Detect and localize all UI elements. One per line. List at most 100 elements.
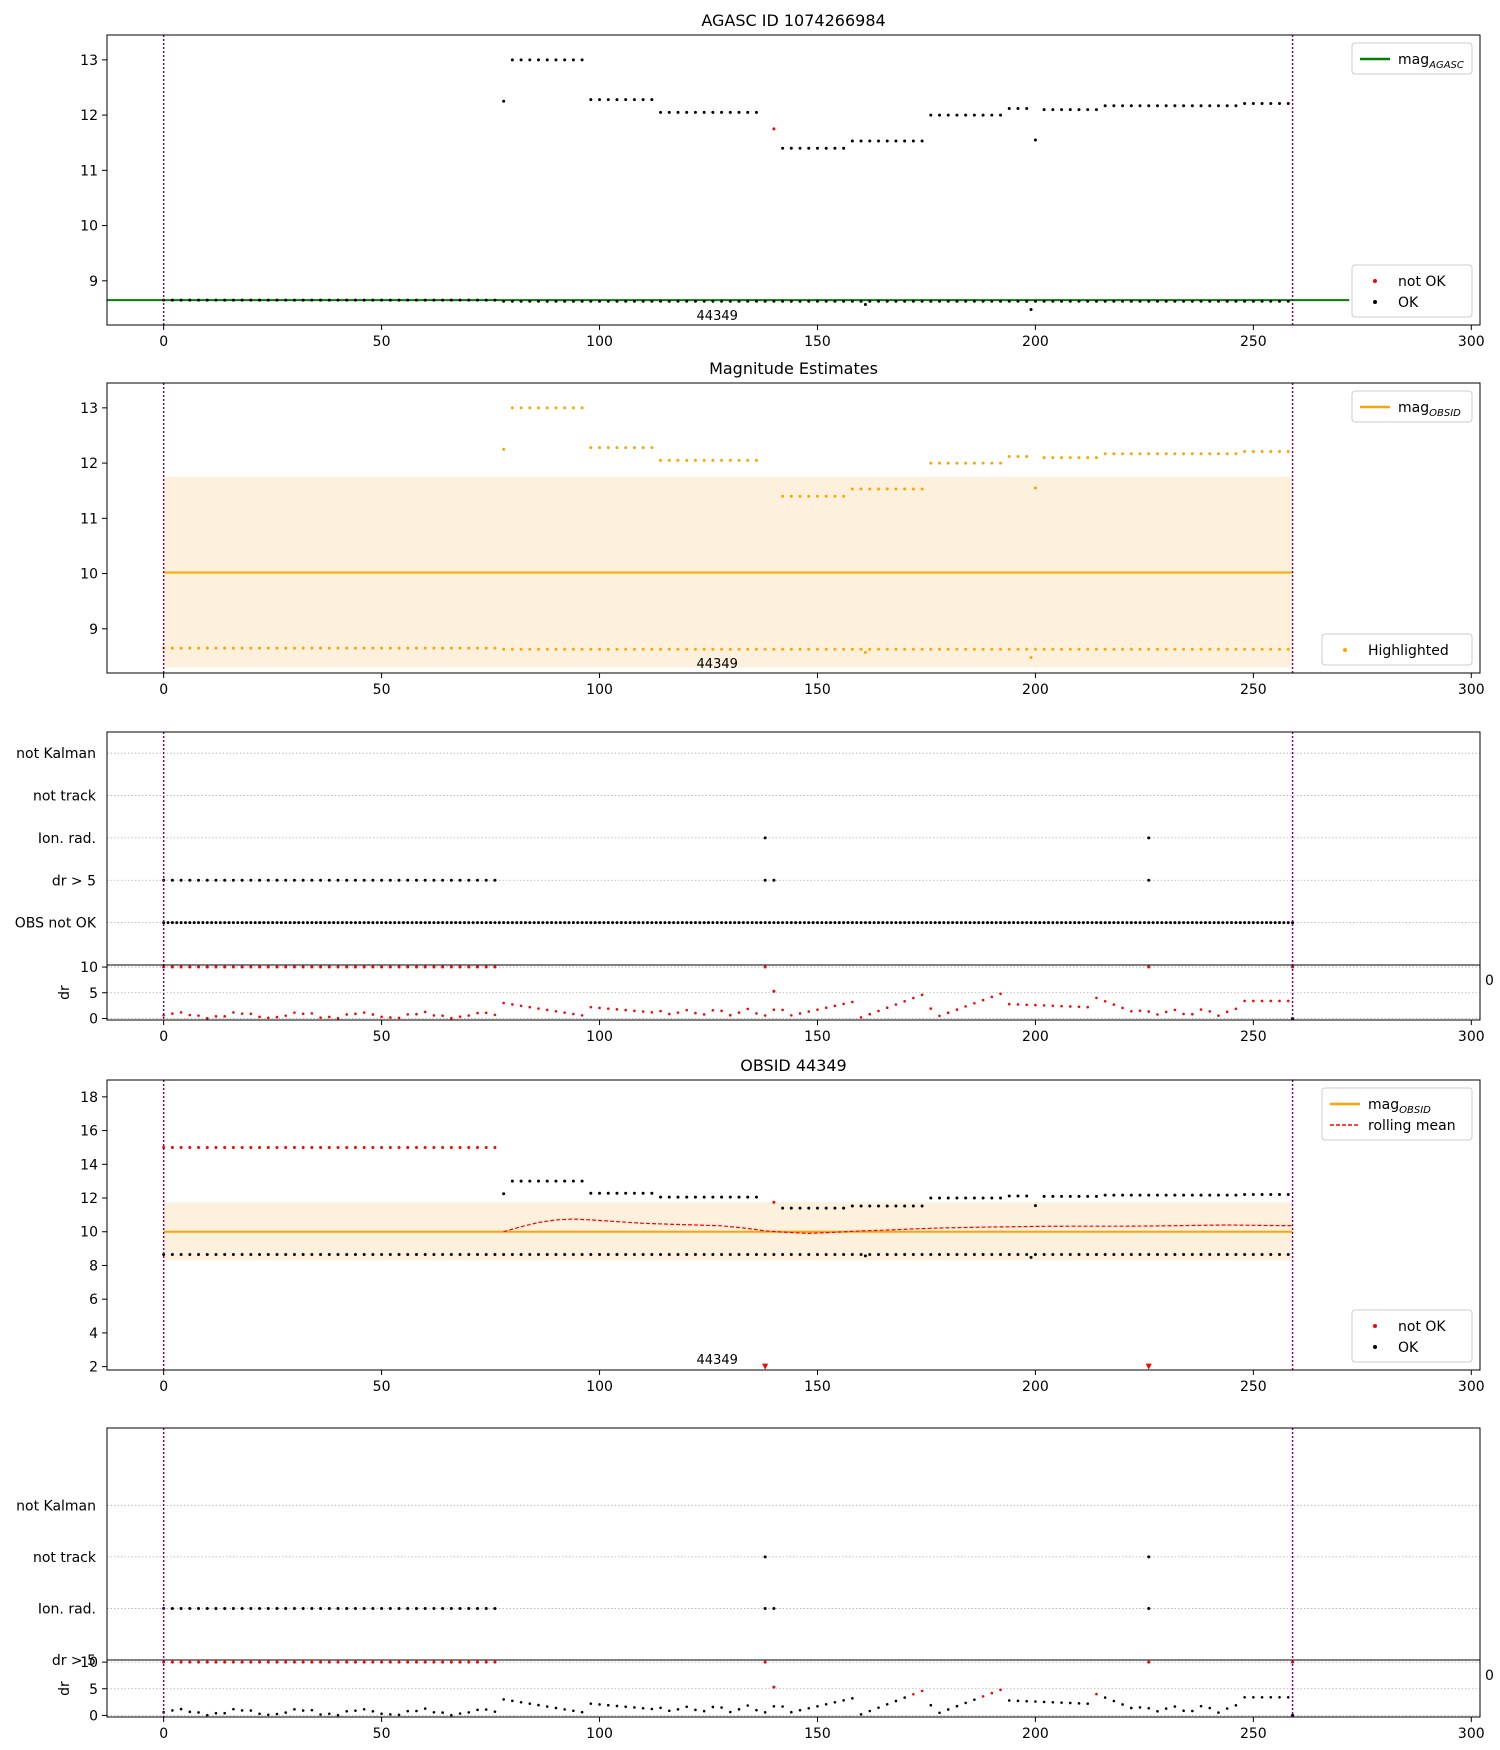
obsid-legend-label: rolling mean	[1368, 1118, 1456, 1134]
agasc-point	[894, 139, 898, 143]
agasc-point	[214, 298, 218, 302]
dr_1-point	[414, 965, 418, 969]
magnitude_estimates-point	[528, 406, 532, 410]
dr_1-edge-label: 0	[1485, 973, 1494, 989]
dr_1-point	[493, 965, 497, 969]
obsid-triangle-marker	[1145, 1363, 1152, 1370]
dr_2-dr-point	[615, 1704, 619, 1708]
dr_1-dr-point	[842, 1002, 845, 1006]
dr_2-dr-point	[1147, 1706, 1151, 1710]
magnitude_estimates-point	[1208, 647, 1212, 651]
magnitude_estimates-point	[563, 406, 567, 410]
agasc-point	[789, 146, 793, 150]
agasc-point	[1216, 104, 1220, 108]
dr_2-dr-point	[1068, 1701, 1072, 1705]
flags_1-point	[253, 921, 257, 925]
dr_1-dr-point	[545, 1008, 549, 1012]
magnitude_estimates-point	[1068, 647, 1072, 651]
agasc-point	[746, 110, 750, 114]
flags_1-point	[772, 878, 776, 882]
dr_2-dr-point	[659, 1706, 662, 1710]
magnitude_estimates-point	[310, 646, 314, 650]
obsid-point	[1051, 1253, 1055, 1257]
dr_2-point	[292, 1660, 296, 1664]
flags_2-point	[223, 1606, 227, 1610]
flags_1-point	[454, 921, 458, 925]
flags_1-point	[981, 921, 985, 925]
flags_1-point	[868, 921, 872, 925]
dr_2-point	[772, 1685, 776, 1689]
dr_1-point	[284, 965, 288, 969]
obsid-x-tick-label: 250	[1240, 1379, 1267, 1395]
dr_1-dr-point	[171, 1012, 174, 1015]
agasc-point	[284, 298, 288, 302]
flags_1-point	[1173, 921, 1177, 925]
agasc-point	[815, 299, 819, 303]
agasc-point	[510, 299, 514, 303]
flags_1-point	[1256, 921, 1260, 925]
dr_1-dr-point	[266, 1016, 270, 1020]
magnitude_estimates-point	[554, 406, 558, 410]
agasc-x-tick-label: 200	[1022, 334, 1049, 350]
obsid-point	[859, 1253, 863, 1257]
dr_2-point	[353, 1660, 357, 1664]
obsid-point	[833, 1253, 837, 1257]
obsid-point	[1112, 1193, 1116, 1197]
flags_1-point	[336, 878, 340, 882]
dr_1-dr-point	[912, 996, 915, 1000]
flags_1-point	[449, 921, 453, 925]
agasc-point	[859, 299, 863, 303]
agasc-point	[563, 58, 567, 62]
dr_2-dr-point	[1217, 1711, 1220, 1714]
obsid-point	[589, 1253, 593, 1257]
obsid-point	[693, 1253, 697, 1257]
flags_1-point	[493, 878, 497, 882]
dr_1-dr-point	[1260, 999, 1264, 1003]
magnitude_estimates-point	[946, 461, 950, 465]
flags_1-point	[297, 921, 301, 925]
obsid-point	[1086, 1253, 1090, 1257]
dr_1-dr-point	[1182, 1012, 1185, 1016]
flags_1-point	[327, 921, 331, 925]
flags_1-point	[571, 921, 575, 925]
flags_1-point	[1051, 921, 1055, 925]
dr_2-dr-point	[990, 1691, 994, 1695]
dr_2-x-tick-label: 0	[159, 1726, 168, 1742]
obsid-point	[319, 1145, 323, 1149]
agasc-point	[205, 298, 209, 302]
agasc-point	[580, 299, 584, 303]
flags_1-point	[715, 921, 719, 925]
dr_2-dr-point	[781, 1705, 784, 1708]
flags_2-point	[353, 1606, 357, 1610]
magnitude_estimates-point	[955, 647, 959, 651]
flags_1-point	[929, 921, 933, 925]
flags_1-point	[375, 921, 379, 925]
obsid-point	[292, 1145, 296, 1149]
dr_2-dr-point	[179, 1707, 183, 1711]
dr_2-point	[336, 1660, 340, 1664]
magnitude_estimates-point	[990, 647, 994, 651]
dr_1-dr-point	[362, 1011, 366, 1014]
dr_1-dr-point	[973, 1001, 976, 1005]
obsid-point	[693, 1195, 697, 1199]
flags_2-point	[441, 1606, 445, 1610]
obsid-point	[223, 1253, 227, 1257]
agasc-point	[563, 299, 567, 303]
agasc-point	[589, 98, 593, 102]
dr_1-dr-point	[293, 1011, 296, 1014]
dr_1-point	[336, 965, 340, 969]
obsid-point	[1260, 1192, 1264, 1196]
dr_1-dr-point	[528, 1005, 532, 1009]
flags_1-point	[1216, 921, 1220, 925]
flags_1-point	[275, 878, 279, 882]
dr_1-point	[249, 965, 253, 969]
flags_1-point	[1199, 921, 1203, 925]
dr_2-dr-point	[859, 1713, 863, 1716]
flags_1-point	[197, 878, 201, 882]
agasc-x-tick-label: 150	[804, 334, 831, 350]
magnitude_estimates-point	[754, 647, 758, 651]
flags_1-point	[1125, 921, 1129, 925]
dr_1-dr-point	[702, 1013, 706, 1016]
obsid-point	[441, 1253, 445, 1257]
dr_2-dr-point	[493, 1710, 497, 1713]
